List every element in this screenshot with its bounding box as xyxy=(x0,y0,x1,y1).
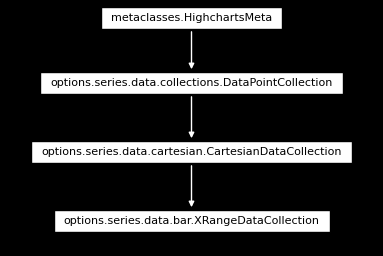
Bar xyxy=(40,72,343,94)
Text: options.series.data.collections.DataPointCollection: options.series.data.collections.DataPoin… xyxy=(50,78,333,88)
Text: options.series.data.bar.XRangeDataCollection: options.series.data.bar.XRangeDataCollec… xyxy=(64,216,319,226)
Bar xyxy=(31,141,352,163)
Text: options.series.data.cartesian.CartesianDataCollection: options.series.data.cartesian.CartesianD… xyxy=(41,147,342,157)
Bar xyxy=(101,7,282,29)
Text: metaclasses.HighchartsMeta: metaclasses.HighchartsMeta xyxy=(111,13,272,23)
Bar xyxy=(54,210,329,232)
